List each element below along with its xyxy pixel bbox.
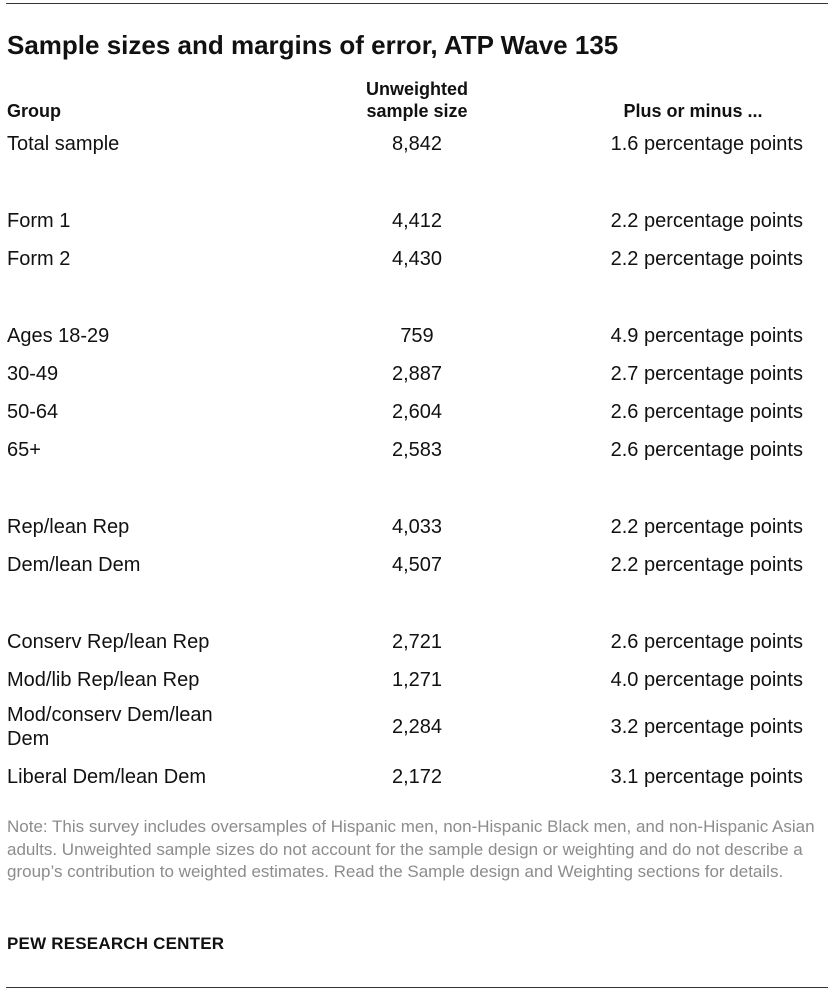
row-margin-of-error: 4.9 percentage points	[610, 325, 803, 347]
row-group: Dem/lean Dem	[7, 554, 141, 576]
row-sample-size: 2,887	[391, 363, 443, 385]
row-group: Form 1	[7, 210, 71, 232]
header-sample-size: Unweighted sample size	[317, 78, 517, 122]
row-group: Ages 18-29	[7, 325, 110, 347]
row-sample-size: 8,842	[391, 133, 443, 155]
row-sample-size: 4,033	[391, 516, 443, 538]
header-sample-size-line2: sample size	[366, 101, 468, 121]
row-group: Rep/lean Rep	[7, 516, 130, 538]
row-sample-size: 4,430	[391, 248, 443, 270]
row-sample-size: 1,271	[391, 669, 443, 691]
row-margin-of-error: 3.1 percentage points	[610, 766, 803, 788]
table-header: Group Unweighted sample size Plus or min…	[0, 76, 840, 124]
row-sample-size: 2,172	[391, 766, 443, 788]
row-margin-of-error: 2.2 percentage points	[610, 248, 803, 270]
row-group: Liberal Dem/lean Dem	[7, 766, 206, 788]
row-margin-of-error: 2.7 percentage points	[610, 363, 803, 385]
row-margin-of-error: 2.6 percentage points	[610, 439, 803, 461]
row-margin-of-error: 1.6 percentage points	[610, 133, 803, 155]
row-group: 30-49	[7, 363, 59, 385]
row-margin-of-error: 2.6 percentage points	[610, 631, 803, 653]
header-sample-size-line1: Unweighted	[366, 79, 468, 99]
row-sample-size: 2,604	[391, 401, 443, 423]
bottom-rule	[6, 987, 828, 988]
row-group: Conserv Rep/lean Rep	[7, 631, 210, 653]
row-sample-size: 4,412	[391, 210, 443, 232]
row-sample-size: 2,284	[391, 716, 443, 738]
row-margin-of-error: 4.0 percentage points	[610, 669, 803, 691]
page-title: Sample sizes and margins of error, ATP W…	[7, 30, 619, 60]
row-margin-of-error: 2.2 percentage points	[610, 210, 803, 232]
footnote: Note: This survey includes oversamples o…	[7, 817, 815, 881]
row-margin-of-error: 2.6 percentage points	[610, 401, 803, 423]
row-group: 50-64	[7, 401, 59, 423]
row-margin-of-error: 3.2 percentage points	[610, 716, 803, 738]
row-sample-size: 2,721	[391, 631, 443, 653]
row-group: 65+	[7, 439, 41, 461]
row-sample-size: 2,583	[391, 439, 443, 461]
row-margin-of-error: 2.2 percentage points	[610, 516, 803, 538]
top-rule	[6, 3, 828, 4]
row-sample-size: 4,507	[391, 554, 443, 576]
row-group: Mod/lib Rep/lean Rep	[7, 669, 200, 691]
header-group: Group	[7, 101, 61, 121]
header-margin-of-error: Plus or minus ...	[623, 101, 763, 121]
row-margin-of-error: 2.2 percentage points	[610, 554, 803, 576]
row-group: Total sample	[7, 133, 120, 155]
row-sample-size: 759	[400, 325, 434, 347]
source-credit: PEW RESEARCH CENTER	[7, 934, 225, 953]
row-group: Form 2	[7, 248, 71, 270]
row-group: Mod/conserv Dem/lean Dem	[7, 704, 213, 750]
